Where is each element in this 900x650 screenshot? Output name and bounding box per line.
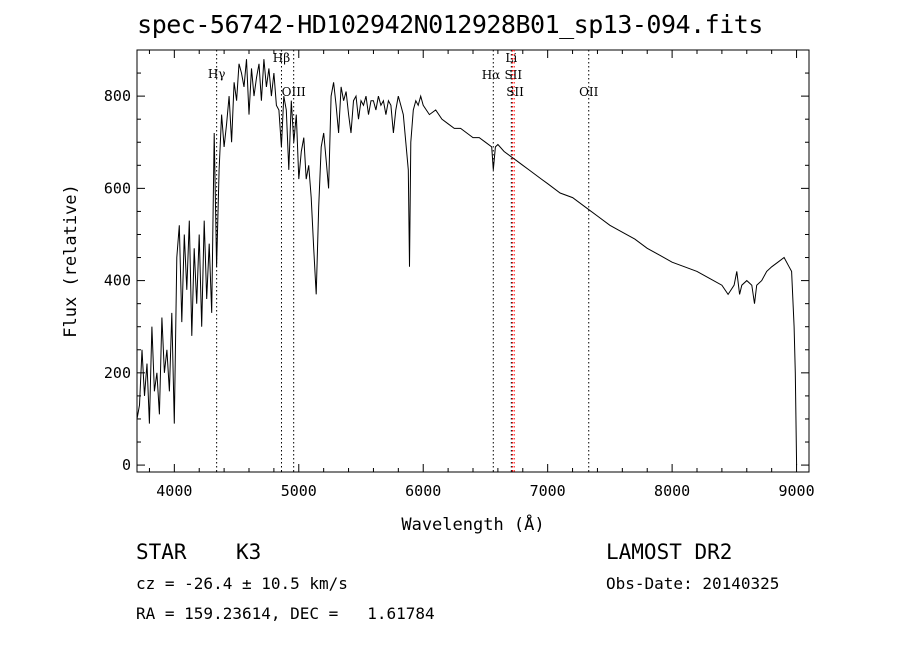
survey-name: LAMOST DR2 — [606, 540, 733, 564]
line-marker-label: SII — [506, 85, 524, 99]
y-tick-label: 800 — [104, 87, 131, 105]
y-axis-label: Flux (relative) — [61, 184, 81, 338]
y-tick-label: 200 — [104, 364, 131, 382]
x-tick-label: 4000 — [156, 482, 192, 500]
x-tick-label: 8000 — [654, 482, 690, 500]
object-type: STAR — [136, 540, 187, 564]
page-title: spec-56742-HD102942N012928B01_sp13-094.f… — [137, 10, 763, 39]
y-tick-label: 0 — [122, 456, 131, 474]
y-tick-label: 600 — [104, 179, 131, 197]
axis-ticks: 4000 5000 6000 7000 8000 9000 0 200 400 600 800 — [104, 50, 815, 500]
line-marker-label: Hγ — [208, 67, 226, 81]
line-marker-label: SII — [504, 68, 522, 82]
x-tick-label: 5000 — [281, 482, 317, 500]
x-axis-label: Wavelength (Å) — [401, 513, 544, 535]
ra-dec: RA = 159.23614, DEC = 1.61784 — [136, 604, 435, 623]
line-marker-label: Li — [505, 51, 517, 65]
line-marker-label: OII — [579, 85, 599, 99]
line-marker-label: Hα — [482, 68, 501, 82]
plot-frame — [136, 49, 810, 473]
y-tick-label: 400 — [104, 272, 131, 290]
x-tick-label: 9000 — [778, 482, 814, 500]
obs-date: Obs-Date: 20140325 — [606, 574, 780, 593]
line-marker-label: OIII — [282, 85, 306, 99]
redshift-cz: cz = -26.4 ± 10.5 km/s — [136, 574, 348, 593]
x-tick-label: 6000 — [405, 482, 441, 500]
x-tick-label: 7000 — [530, 482, 566, 500]
line-markers: Hγ Hβ OIII Hα Li SII SII OII — [208, 50, 599, 472]
spectrum-line — [136, 59, 798, 466]
object-subclass: K3 — [236, 540, 262, 564]
line-marker-label: Hβ — [273, 51, 290, 65]
